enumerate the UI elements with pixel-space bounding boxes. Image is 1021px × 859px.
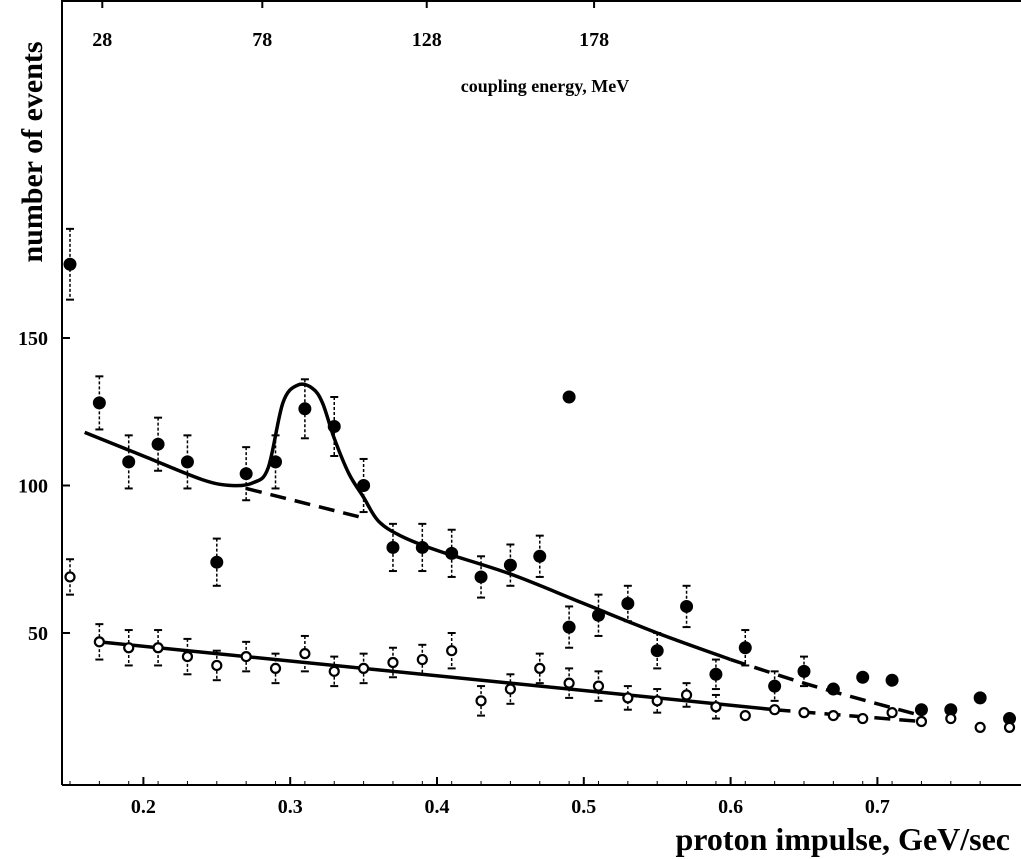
- open-point: [328, 665, 340, 677]
- filled-point: [680, 599, 694, 613]
- filled-point: [269, 455, 283, 469]
- y-tick-label: 100: [18, 476, 48, 498]
- open-point: [974, 721, 986, 734]
- curve-background-lower: [99, 640, 775, 712]
- filled-point: [210, 555, 224, 569]
- open-point: [387, 656, 399, 669]
- filled-point: [503, 558, 517, 572]
- curve-background-upper: [245, 486, 365, 520]
- top-tick-label: 28: [92, 29, 112, 51]
- filled-point: [445, 546, 459, 560]
- filled-point: [92, 396, 106, 410]
- top-tick-label: 178: [579, 29, 609, 51]
- filled-point: [63, 257, 77, 271]
- open-point: [857, 712, 869, 725]
- open-point: [240, 650, 252, 663]
- open-point: [504, 683, 516, 695]
- open-point: [592, 680, 605, 692]
- x-tick-label: 0.4: [425, 796, 450, 818]
- open-point: [446, 645, 458, 657]
- open-point: [93, 636, 105, 648]
- open-point: [416, 653, 428, 666]
- filled-point: [386, 540, 400, 554]
- filled-point: [621, 597, 635, 610]
- top-axis-title: coupling energy, MeV: [461, 76, 630, 96]
- filled-point: [239, 467, 253, 481]
- top-tick-label: 78: [252, 29, 272, 51]
- filled-point: [415, 540, 429, 554]
- open-point: [1003, 721, 1016, 734]
- curve-resonance-fit: [84, 382, 732, 662]
- open-point: [827, 709, 839, 722]
- open-point: [475, 695, 487, 707]
- filled-point: [298, 402, 312, 416]
- open-point: [680, 689, 693, 701]
- x-axis-title: proton impulse, GeV/sec: [675, 821, 1010, 857]
- filled-point: [914, 703, 928, 717]
- x-tick-label: 0.6: [718, 796, 743, 818]
- open-point: [152, 642, 164, 654]
- data-points: [63, 227, 1017, 734]
- filled-point: [180, 455, 194, 469]
- filled-point: [533, 549, 547, 563]
- filled-point: [826, 682, 840, 696]
- filled-point: [885, 673, 899, 687]
- fit-curves: [84, 382, 922, 724]
- filled-point: [357, 479, 371, 492]
- top-tick-label: 128: [412, 29, 442, 51]
- filled-point: [562, 390, 576, 404]
- open-point: [123, 642, 135, 654]
- open-point: [534, 662, 546, 675]
- x-tick-label: 0.3: [278, 796, 303, 818]
- filled-point: [327, 420, 341, 433]
- y-tick-label: 150: [18, 328, 48, 350]
- filled-point: [768, 679, 782, 693]
- filled-point: [562, 620, 576, 634]
- filled-point: [474, 570, 488, 584]
- y-tick-label: 50: [28, 623, 48, 645]
- filled-point: [709, 667, 723, 681]
- open-point: [269, 662, 282, 675]
- open-point: [651, 695, 663, 707]
- filled-point: [973, 691, 987, 705]
- open-point: [563, 677, 575, 689]
- filled-point: [856, 670, 870, 684]
- filled-point: [591, 608, 605, 622]
- open-point: [886, 707, 898, 719]
- open-point: [358, 662, 370, 675]
- open-point: [181, 650, 194, 663]
- open-point: [211, 659, 223, 672]
- open-point: [739, 709, 751, 722]
- open-point: [798, 707, 810, 719]
- filled-point: [151, 437, 165, 451]
- filled-point: [738, 641, 752, 655]
- open-point: [710, 701, 722, 713]
- open-point: [945, 712, 957, 725]
- open-point: [64, 571, 76, 583]
- filled-point: [122, 455, 136, 469]
- open-point: [299, 648, 311, 660]
- open-point: [769, 704, 781, 716]
- curve-background-lower-tail: [774, 707, 922, 724]
- open-point: [915, 715, 928, 728]
- axes: 0.2 0.3 0.4 0.5 0.6 0.7 50 100 150 28 78 128 178: [18, 0, 1021, 818]
- y-axis-title: number of events: [16, 41, 49, 262]
- x-tick-label: 0.7: [865, 796, 890, 818]
- x-tick-label: 0.2: [131, 796, 156, 818]
- open-point: [622, 692, 634, 704]
- x-tick-label: 0.5: [571, 796, 596, 818]
- filled-point: [650, 644, 664, 658]
- filled-point: [797, 664, 811, 678]
